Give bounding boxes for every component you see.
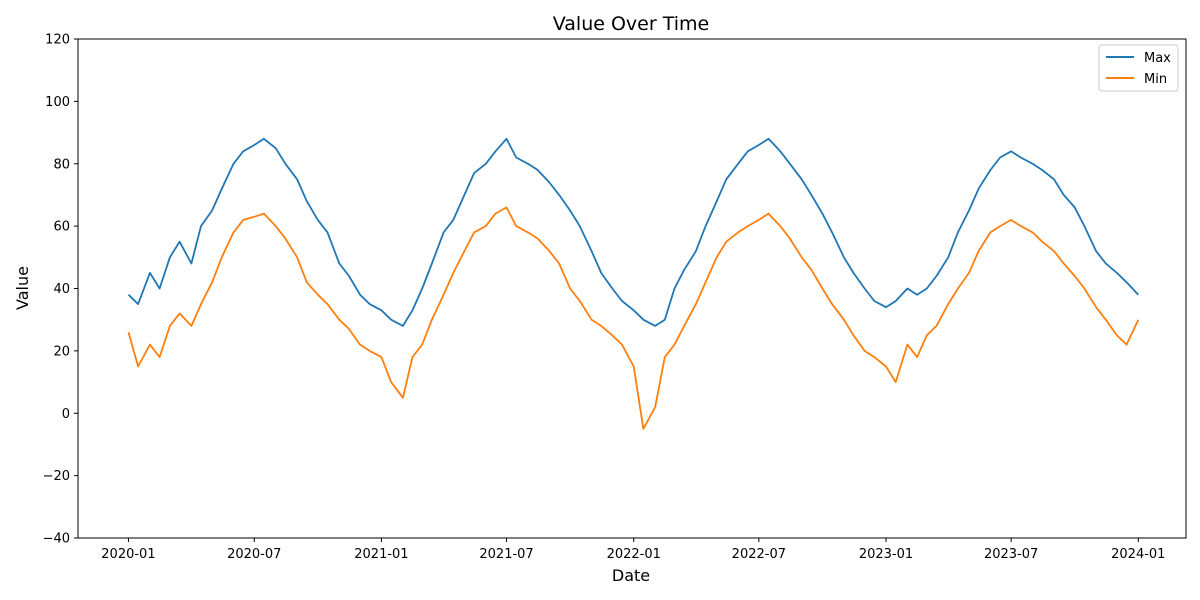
y-tick-label: 120 <box>45 33 70 48</box>
series-line-max <box>127 137 1139 327</box>
y-tick-label: 60 <box>53 220 70 235</box>
x-tick-label: 2020-07 <box>227 547 281 562</box>
y-axis-title: Value <box>13 266 32 310</box>
y-tick-label: 40 <box>53 282 70 297</box>
x-tick-label: 2023-07 <box>984 547 1038 562</box>
y-axis: −40 −20 0 20 40 60 80 100 120 <box>43 33 78 547</box>
y-tick-label: −20 <box>43 469 70 484</box>
y-tick-label: 0 <box>62 407 70 422</box>
y-tick-label: −40 <box>43 532 70 547</box>
series-layer <box>127 137 1140 430</box>
legend: Max Min <box>1098 44 1179 92</box>
x-tick-label: 2021-07 <box>479 547 533 562</box>
x-tick-label: 2020-01 <box>101 547 155 562</box>
y-tick-label: 20 <box>53 344 70 359</box>
series-line-min <box>127 206 1140 430</box>
legend-label-max: Max <box>1144 51 1171 66</box>
x-tick-label: 2022-07 <box>732 547 786 562</box>
x-tick-label: 2024-01 <box>1111 547 1165 562</box>
x-tick-label: 2021-01 <box>354 547 408 562</box>
y-tick-label: 100 <box>45 95 70 110</box>
x-tick-label: 2022-01 <box>607 547 661 562</box>
x-tick-label: 2023-01 <box>859 547 913 562</box>
x-axis: 2020-01 2020-07 2021-01 2021-07 2022-01 2022-… <box>101 538 1165 562</box>
x-axis-title: Date <box>612 566 650 585</box>
legend-label-min: Min <box>1144 72 1167 87</box>
chart-title: Value Over Time <box>553 13 709 35</box>
y-tick-label: 80 <box>53 157 70 172</box>
